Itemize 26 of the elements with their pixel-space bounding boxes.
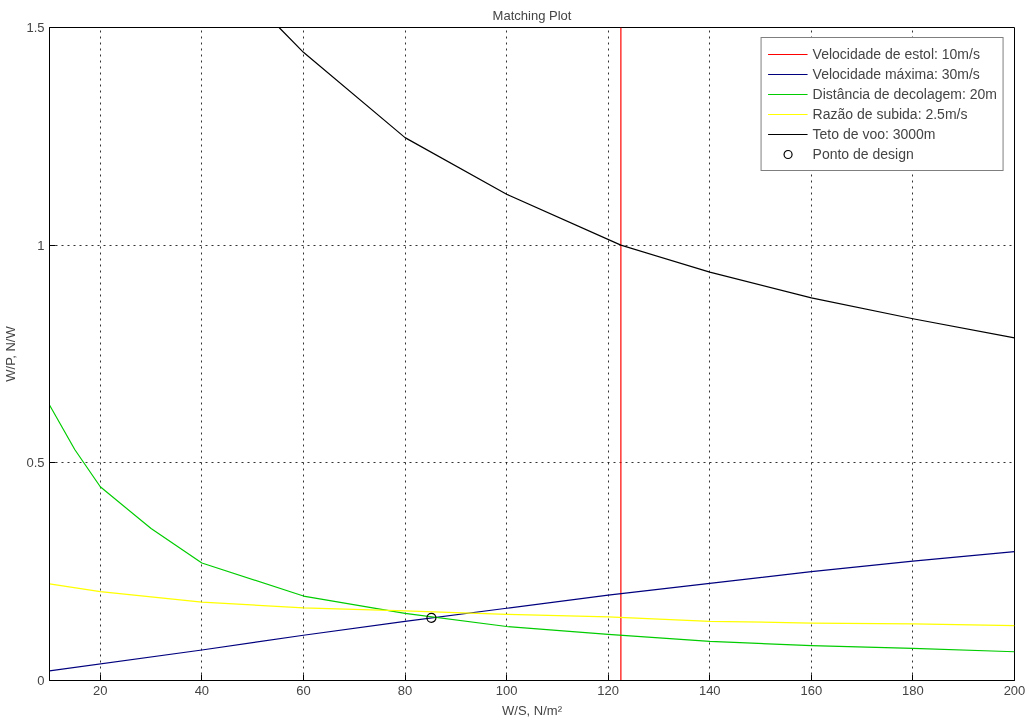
x-tick-label: 60 [296, 682, 311, 698]
x-tick-label: 140 [698, 682, 721, 698]
line-series [49, 583, 1015, 627]
legend-label: Ponto de design [812, 145, 914, 163]
x-tick-label: 40 [194, 682, 210, 698]
legend-label: Velocidade máxima: 30m/s [812, 65, 980, 83]
y-axis-title: W/P, N/W [3, 325, 19, 382]
x-tick-label: 80 [397, 682, 413, 698]
x-tick-label: 20 [93, 682, 108, 698]
y-tick-label: 1.5 [26, 20, 45, 35]
legend-label: Velocidade de estol: 10m/s [812, 45, 980, 63]
chart-title: Matching Plot [492, 7, 572, 23]
x-tick-label: 160 [800, 682, 823, 698]
line-series [49, 404, 1015, 653]
x-tick-label: 200 [1003, 682, 1026, 698]
legend-label: Distância de decolagem: 20m [812, 85, 997, 103]
legend-label: Razão de subida: 2.5m/s [812, 105, 968, 123]
x-tick-label: 100 [495, 682, 518, 698]
y-tick-label: 1 [37, 237, 45, 253]
x-tick-label: 120 [597, 682, 620, 698]
x-axis-title: W/S, N/m² [502, 702, 563, 718]
x-tick-label: 180 [902, 682, 924, 698]
line-series [49, 551, 1015, 672]
y-tick-label: 0.5 [26, 455, 45, 471]
legend-label: Teto de voo: 3000m [812, 125, 936, 143]
y-tick-label: 0 [37, 673, 45, 688]
